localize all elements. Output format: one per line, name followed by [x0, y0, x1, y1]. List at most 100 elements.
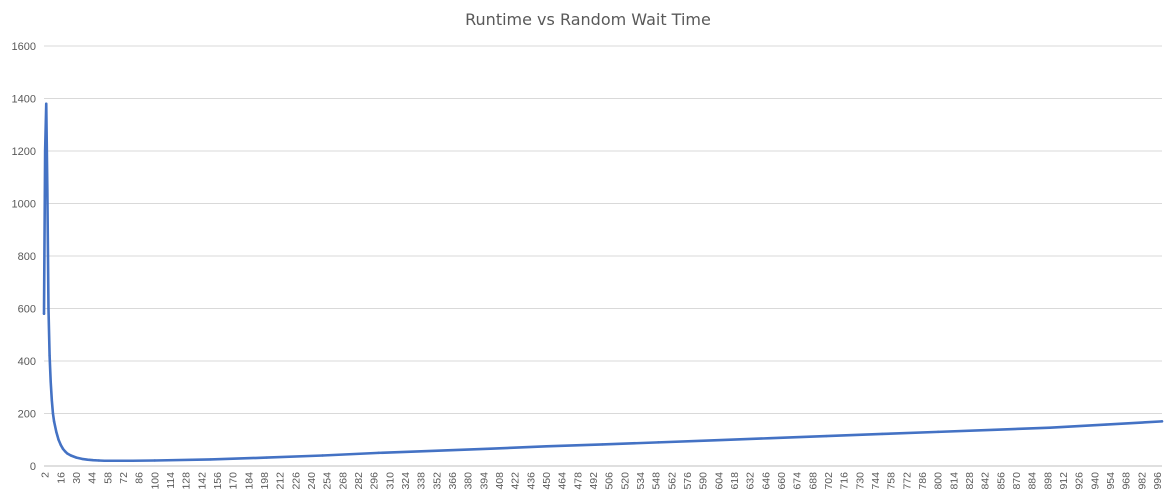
data-point: [86, 458, 89, 461]
x-tick-label: 240: [306, 472, 318, 490]
x-tick-label: 646: [760, 472, 772, 490]
data-point: [545, 445, 548, 448]
data-point: [59, 443, 62, 447]
x-tick-label: 282: [353, 472, 365, 490]
x-tick-label: 100: [149, 472, 161, 490]
x-tick-label: 184: [243, 472, 255, 490]
x-tick-label: 632: [745, 472, 757, 490]
x-tick-label: 912: [1058, 472, 1070, 490]
x-tick-label: 506: [604, 472, 616, 490]
x-axis-tick-labels: 2 16 30 44 58 72 86 100 114 128 142 156 170 184 198 212…: [40, 472, 1164, 490]
x-tick-label: 338: [416, 472, 428, 490]
data-point: [489, 447, 492, 450]
data-point: [992, 428, 996, 431]
data-point: [69, 454, 73, 457]
y-tick-label: 1000: [12, 199, 36, 211]
data-point: [92, 459, 95, 462]
data-point: [265, 456, 268, 459]
data-point: [1104, 423, 1108, 426]
x-tick-label: 870: [1011, 472, 1023, 490]
x-tick-label: 58: [102, 472, 114, 484]
x-tick-label: 800: [933, 472, 945, 490]
x-tick-label: 996: [1152, 472, 1164, 490]
data-point: [42, 312, 46, 315]
data-point: [209, 458, 212, 461]
y-axis-tick-labels: 0 200 400 600 800 1000 1200 1400 1600: [12, 41, 36, 473]
x-tick-label: 688: [807, 472, 819, 490]
y-tick-label: 1600: [12, 41, 36, 53]
y-tick-label: 1400: [12, 94, 36, 106]
x-tick-label: 324: [400, 472, 412, 490]
data-point: [103, 459, 106, 462]
x-tick-label: 72: [118, 472, 130, 484]
x-tick-label: 534: [635, 472, 647, 490]
x-tick-label: 492: [588, 472, 600, 490]
data-point: [1160, 420, 1164, 423]
data-point: [52, 420, 56, 423]
data-point: [153, 459, 156, 462]
data-point: [131, 459, 134, 462]
x-tick-label: 422: [510, 472, 522, 490]
data-point: [55, 430, 58, 434]
x-tick-label: 380: [463, 472, 475, 490]
x-tick-label: 968: [1121, 472, 1133, 490]
x-tick-label: 436: [525, 472, 537, 490]
x-tick-label: 114: [165, 472, 177, 489]
data-point: [75, 456, 78, 459]
x-tick-label: 814: [948, 472, 960, 490]
gridlines: [44, 45, 1162, 414]
x-tick-label: 394: [478, 472, 490, 490]
data-point: [769, 436, 772, 440]
x-tick-label: 2: [40, 472, 52, 478]
data-point: [64, 450, 67, 453]
x-tick-label: 786: [917, 472, 929, 490]
x-tick-label: 212: [275, 472, 287, 490]
data-point: [936, 430, 940, 434]
data-point: [881, 432, 884, 436]
data-point: [601, 443, 604, 446]
y-tick-label: 400: [18, 356, 36, 368]
x-tick-label: 408: [494, 472, 506, 490]
x-tick-label: 226: [290, 472, 302, 490]
data-point: [46, 189, 49, 192]
x-tick-label: 702: [823, 472, 835, 490]
series-layer: [42, 102, 1164, 463]
series-line: [42, 102, 1164, 463]
x-tick-label: 576: [682, 472, 694, 490]
x-tick-label: 730: [854, 472, 866, 490]
x-tick-label: 828: [964, 472, 976, 490]
data-point: [825, 434, 828, 438]
y-tick-label: 1200: [12, 146, 36, 158]
data-point: [66, 452, 69, 455]
x-tick-label: 856: [995, 472, 1007, 490]
x-tick-label: 296: [369, 472, 381, 490]
data-point: [433, 449, 436, 452]
x-tick-label: 940: [1089, 472, 1101, 490]
y-tick-label: 600: [18, 304, 36, 316]
x-tick-label: 716: [839, 472, 851, 490]
x-tick-label: 548: [651, 472, 663, 490]
x-tick-label: 898: [1042, 472, 1054, 490]
x-tick-label: 30: [71, 472, 83, 484]
chart-title: Runtime vs Random Wait Time: [465, 10, 711, 29]
x-tick-label: 660: [776, 472, 788, 490]
x-tick-label: 254: [322, 472, 334, 490]
data-point: [49, 380, 52, 384]
x-tick-label: 310: [384, 472, 396, 490]
x-tick-label: 520: [619, 472, 631, 490]
x-tick-label: 674: [792, 472, 804, 490]
data-point: [57, 438, 60, 441]
x-tick-label: 128: [181, 472, 193, 490]
x-tick-label: 604: [713, 472, 725, 490]
data-point: [321, 454, 324, 457]
x-tick-label: 590: [698, 472, 710, 490]
x-tick-label: 758: [886, 472, 898, 490]
data-point: [61, 447, 65, 451]
data-point: [713, 439, 716, 442]
x-tick-label: 744: [870, 472, 882, 490]
x-tick-label: 142: [196, 472, 208, 490]
x-tick-label: 772: [901, 472, 913, 490]
x-tick-label: 464: [557, 472, 569, 490]
x-tick-label: 366: [447, 472, 459, 490]
data-point: [1048, 426, 1052, 429]
